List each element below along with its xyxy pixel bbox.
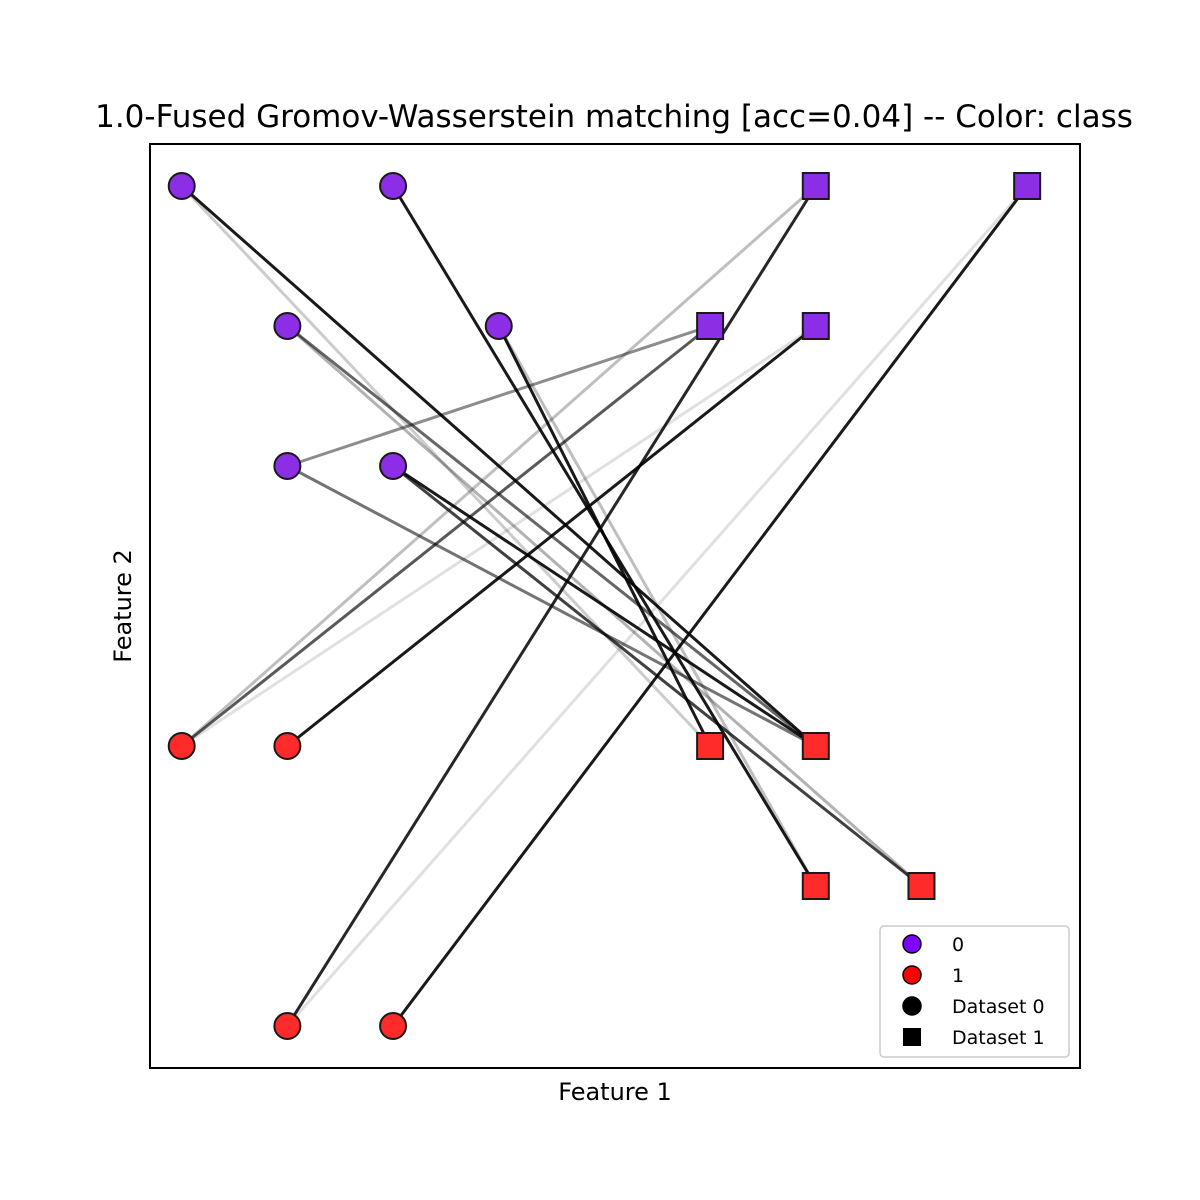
- dataset0-point-2: [273, 312, 302, 340]
- matching-line-6: [497, 325, 818, 887]
- matching-line-14: [286, 324, 817, 748]
- plot-area: [150, 144, 1080, 1068]
- legend-label-1: 1: [952, 965, 964, 987]
- legend-marker-1: [902, 965, 922, 985]
- matching-line-16: [286, 185, 1029, 1027]
- matching-line-13: [180, 324, 817, 748]
- x-axis-label: Feature 1: [558, 1078, 672, 1106]
- dataset0-point-4: [273, 452, 302, 480]
- matching-line-15: [286, 185, 818, 1027]
- legend-box: [879, 925, 1070, 1058]
- y-axis-label: Feature 2: [109, 549, 137, 663]
- legend-label-2: Dataset 0: [952, 996, 1045, 1018]
- dataset0-point-8: [273, 1012, 302, 1040]
- plot-frame: [149, 143, 1081, 1069]
- dataset0-point-5: [379, 452, 408, 480]
- dataset0-point-9: [379, 1012, 408, 1040]
- chart-title: 1.0-Fused Gromov-Wasserstein matching [a…: [95, 99, 1133, 135]
- matching-line-7: [286, 324, 711, 468]
- matching-line-0: [180, 184, 817, 748]
- dataset0-point-1: [379, 172, 408, 200]
- matching-line-17: [391, 185, 1029, 1027]
- matching-lines: [180, 184, 1029, 1027]
- dataset1-point-3: [801, 312, 830, 340]
- dataset1-point-2: [696, 312, 725, 340]
- dataset1-point-4: [696, 732, 725, 760]
- dataset0-point-6: [167, 732, 196, 760]
- legend-marker-3: [903, 1028, 921, 1046]
- dataset1-point-7: [907, 872, 936, 900]
- matching-line-12: [180, 324, 712, 748]
- legend-marker-0: [902, 934, 922, 954]
- matching-line-9: [392, 464, 817, 748]
- dataset0-point-3: [484, 312, 513, 340]
- scatter-points: [167, 172, 1042, 1040]
- matching-line-5: [497, 325, 712, 747]
- legend-label-3: Dataset 1: [952, 1027, 1045, 1049]
- dataset0-point-0: [167, 172, 196, 200]
- dataset1-point-6: [801, 872, 830, 900]
- dataset1-point-1: [1013, 172, 1042, 200]
- legend-label-0: 0: [952, 934, 964, 956]
- dataset0-point-7: [273, 732, 302, 760]
- matching-line-1: [180, 184, 712, 748]
- dataset1-point-0: [801, 172, 830, 200]
- matching-line-11: [180, 184, 817, 748]
- dataset1-point-5: [801, 732, 830, 760]
- legend-marker-2: [902, 996, 922, 1016]
- legend: 0 1 Dataset 0 Dataset 1: [879, 925, 1070, 1058]
